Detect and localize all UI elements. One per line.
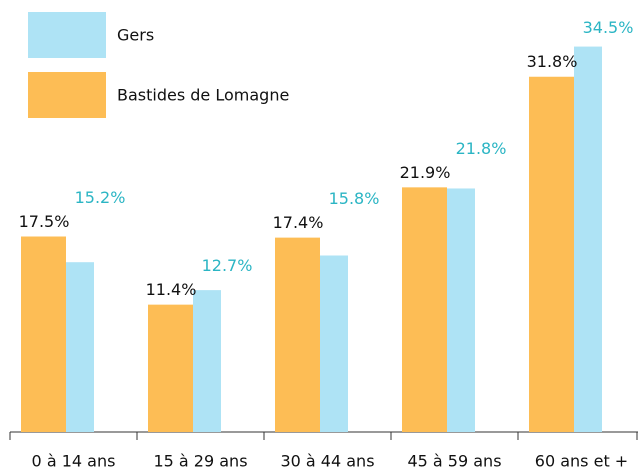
value-label: 34.5% — [583, 18, 634, 37]
bar — [193, 290, 221, 432]
value-label: 31.8% — [527, 52, 578, 71]
value-label: 11.4% — [146, 280, 197, 299]
value-label: 21.8% — [456, 139, 507, 158]
legend-label: Bastides de Lomagne — [117, 86, 289, 105]
x-tick-label: 60 ans et + — [535, 452, 628, 468]
x-tick-label: 30 à 44 ans — [280, 452, 374, 468]
bar — [320, 255, 348, 432]
bar — [275, 237, 320, 432]
value-label: 15.2% — [75, 188, 126, 207]
value-label: 17.5% — [19, 212, 70, 231]
legend-label: Gers — [117, 26, 154, 45]
bar — [574, 46, 602, 432]
value-label: 12.7% — [202, 256, 253, 275]
legend-swatch — [28, 12, 106, 58]
x-tick-label: 0 à 14 ans — [32, 452, 116, 468]
value-label: 21.9% — [400, 163, 451, 182]
bar — [402, 187, 447, 432]
bar — [66, 262, 94, 432]
bar — [21, 236, 66, 432]
bar — [148, 304, 193, 432]
bar — [529, 76, 574, 433]
x-tick-label: 45 à 59 ans — [407, 452, 501, 468]
value-label: 15.8% — [329, 189, 380, 208]
bar — [447, 188, 475, 432]
value-label: 17.4% — [273, 213, 324, 232]
x-tick-label: 15 à 29 ans — [153, 452, 247, 468]
legend-swatch — [28, 72, 106, 118]
